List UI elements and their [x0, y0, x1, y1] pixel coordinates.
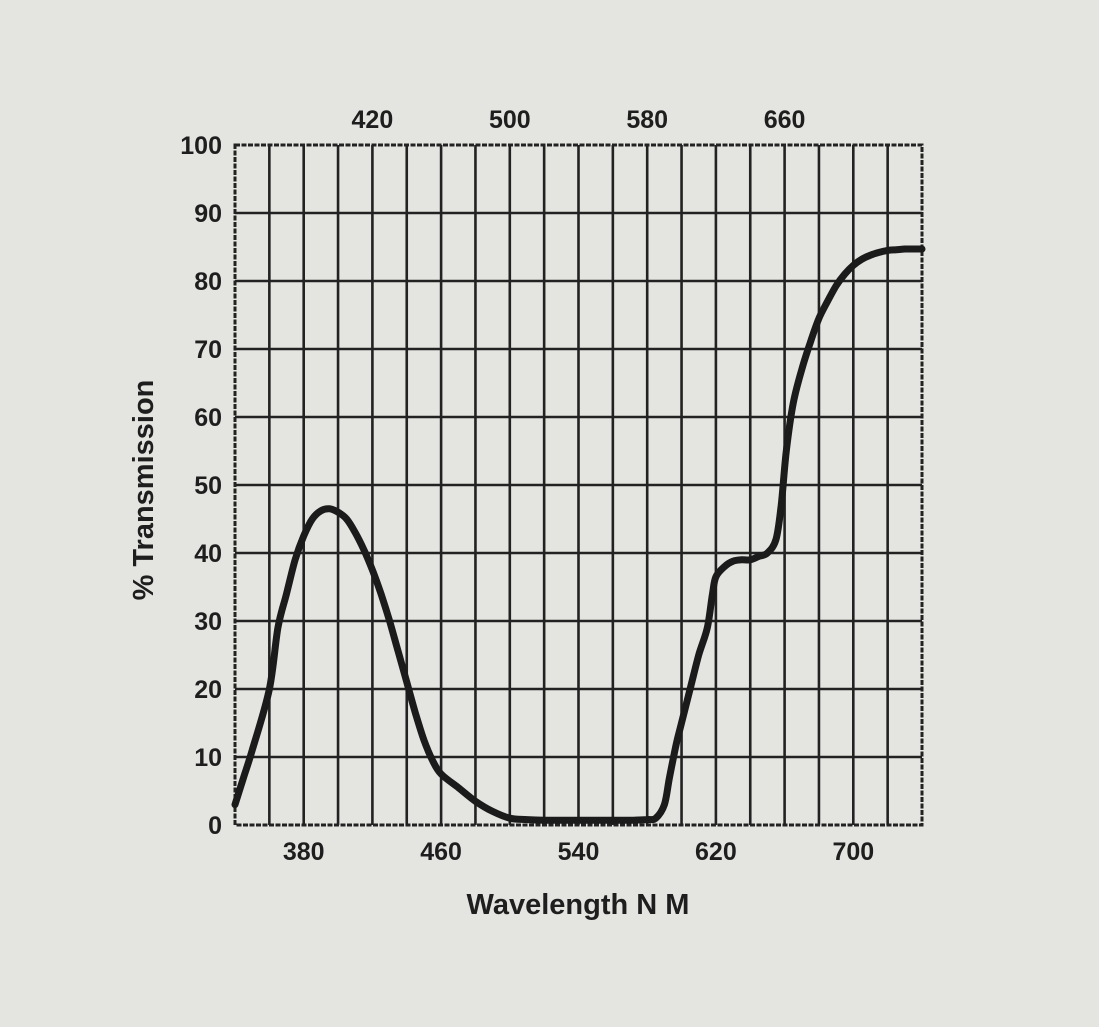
x-tick-label-top: 580	[626, 106, 668, 134]
y-axis-title: % Transmission	[128, 380, 160, 601]
x-tick-label-top: 500	[489, 106, 531, 134]
tick-labels: 0 10 20 30 40 50 60 70 80 90 100 380 460 540 620 700 420…	[180, 106, 874, 866]
curve-layer	[231, 245, 926, 824]
x-tick-label-bottom: 620	[695, 838, 737, 866]
y-tick-label: 90	[194, 200, 222, 228]
x-axis-title: Wavelength N M	[467, 889, 690, 921]
y-tick-label: 40	[194, 540, 222, 568]
x-tick-label-bottom: 700	[832, 838, 874, 866]
y-tick-label: 60	[194, 404, 222, 432]
grid	[233, 143, 924, 827]
y-tick-label: 50	[194, 472, 222, 500]
y-tick-label: 30	[194, 608, 222, 636]
y-tick-label: 0	[208, 812, 222, 840]
y-tick-label: 80	[194, 268, 222, 296]
y-tick-label: 70	[194, 336, 222, 364]
x-tick-label-top: 420	[352, 106, 394, 134]
x-tick-label-top: 660	[764, 106, 806, 134]
x-tick-label-bottom: 540	[558, 838, 600, 866]
y-tick-label: 10	[194, 744, 222, 772]
y-tick-label: 20	[194, 676, 222, 704]
y-tick-label: 100	[180, 132, 222, 160]
x-tick-label-bottom: 460	[420, 838, 462, 866]
x-tick-label-bottom: 380	[283, 838, 325, 866]
transmission-curve	[231, 245, 926, 824]
